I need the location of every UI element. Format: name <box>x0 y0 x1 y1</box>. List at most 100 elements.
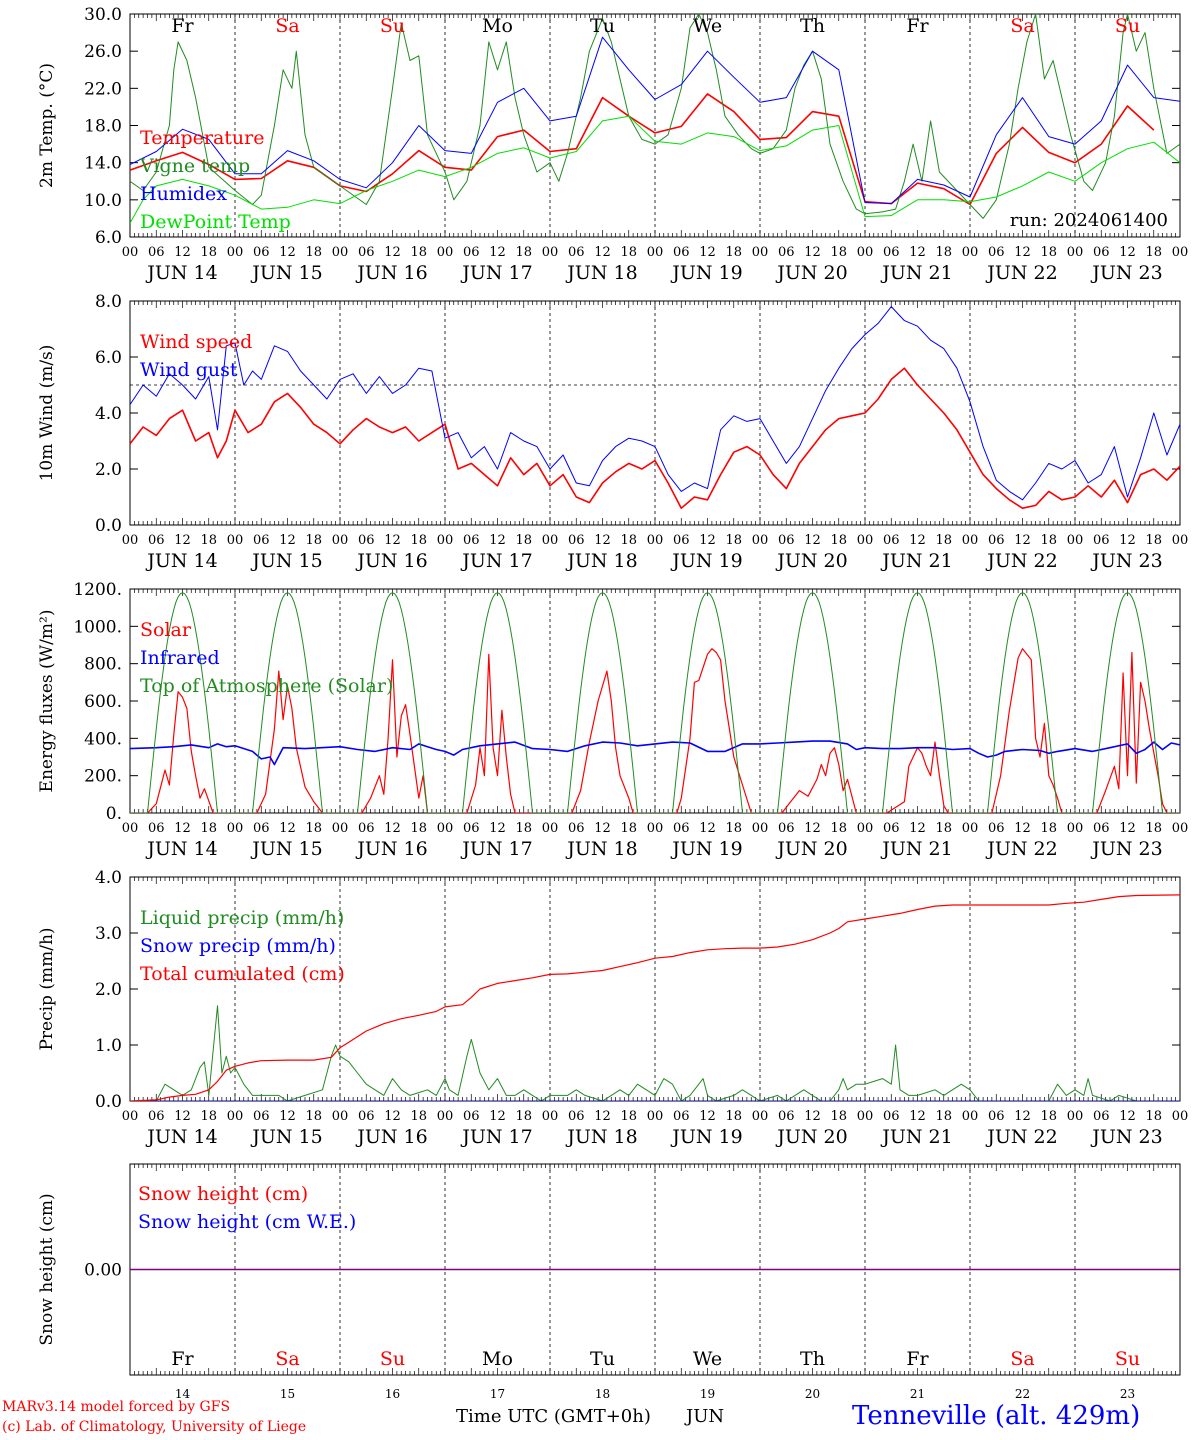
date-label: JUN 19 <box>670 1126 742 1148</box>
date-label: JUN 17 <box>460 1126 532 1148</box>
day-number: 20 <box>805 1387 820 1401</box>
date-label: JUN 15 <box>250 1126 322 1148</box>
day-number: 16 <box>385 1387 400 1401</box>
hour-tick-label: 12 <box>594 245 611 260</box>
y-tick-label: 1000. <box>73 617 122 637</box>
hour-tick-label: 12 <box>804 245 821 260</box>
hour-tick-label: 18 <box>830 533 847 548</box>
hour-tick-label: 18 <box>200 821 217 836</box>
date-label: JUN 14 <box>145 838 217 860</box>
y-axis-label: Energy fluxes (W/m²) <box>37 610 57 793</box>
hour-tick-label: 06 <box>883 1109 900 1124</box>
panel-wind: 0.0 2.0 4.0 6.0 8.0 10m Wind (m/s) Wind speed W… <box>37 292 1188 572</box>
hour-tick-label: 18 <box>620 245 637 260</box>
legend-entry: Wind gust <box>140 359 238 381</box>
date-label: JUN 17 <box>460 262 532 284</box>
date-label: JUN 22 <box>985 262 1057 284</box>
run-label: run: 2024061400 <box>1010 210 1168 231</box>
hour-tick-label: 00 <box>857 821 874 836</box>
hour-tick-label: 06 <box>778 821 795 836</box>
hour-tick-label: 06 <box>1093 1109 1110 1124</box>
y-tick-label: 800. <box>84 655 122 675</box>
hour-tick-label: 18 <box>1145 533 1162 548</box>
hour-tick-label: 06 <box>568 1109 585 1124</box>
legend-entry: Vigne temp <box>139 155 250 177</box>
hour-tick-label: 12 <box>1014 245 1031 260</box>
y-axis-label: Precip (mm/h) <box>37 927 57 1050</box>
hour-tick-label: 06 <box>778 1109 795 1124</box>
hour-tick-label: 00 <box>1067 1109 1084 1124</box>
hour-tick-label: 12 <box>1014 821 1031 836</box>
hour-tick-label: 12 <box>594 1109 611 1124</box>
day-name-bottom: Th <box>800 1348 825 1370</box>
y-tick-label: 22.0 <box>84 79 122 99</box>
hour-tick-label: 12 <box>699 533 716 548</box>
plot-frame <box>129 300 1181 526</box>
day-name-top: We <box>693 15 722 37</box>
y-tick-label: 0.00 <box>84 1261 122 1281</box>
date-label: JUN 15 <box>250 550 322 572</box>
hour-tick-label: 18 <box>305 533 322 548</box>
hour-tick-label: 18 <box>935 533 952 548</box>
y-tick-label: 600. <box>84 692 122 712</box>
day-name-top: Fr <box>171 15 194 37</box>
legend-entry: Wind speed <box>140 331 252 353</box>
hour-tick-label: 00 <box>1172 245 1189 260</box>
hour-tick-label: 06 <box>358 245 375 260</box>
date-label: JUN 22 <box>985 838 1057 860</box>
y-tick-label: 1.0 <box>95 1036 122 1056</box>
hour-tick-label: 18 <box>1145 821 1162 836</box>
hour-tick-label: 00 <box>437 821 454 836</box>
hour-tick-label: 00 <box>437 533 454 548</box>
series-line-top-of-atmosphere-solar- <box>130 592 1180 813</box>
y-tick-label: 0. <box>106 804 122 824</box>
hour-tick-label: 18 <box>1145 1109 1162 1124</box>
legend-entry: Snow precip (mm/h) <box>140 935 336 957</box>
date-label: JUN 14 <box>145 262 217 284</box>
date-label: JUN 17 <box>460 838 532 860</box>
date-label: JUN 20 <box>775 550 847 572</box>
legend-entry: DewPoint Temp <box>140 211 291 233</box>
hour-tick-label: 00 <box>122 821 139 836</box>
hour-tick-label: 00 <box>1067 821 1084 836</box>
hour-tick-label: 06 <box>463 1109 480 1124</box>
hour-tick-label: 12 <box>279 1109 296 1124</box>
hour-tick-label: 06 <box>568 821 585 836</box>
model-credit-line2: (c) Lab. of Climatology, University of L… <box>2 1419 307 1435</box>
hour-tick-label: 00 <box>857 1109 874 1124</box>
hour-tick-label: 00 <box>542 245 559 260</box>
hour-tick-label: 06 <box>148 245 165 260</box>
y-axis-label: Snow height (cm) <box>37 1193 57 1345</box>
hour-tick-label: 18 <box>305 245 322 260</box>
y-tick-label: 0.0 <box>95 516 122 536</box>
hour-tick-label: 06 <box>253 245 270 260</box>
series-group <box>130 894 1180 1101</box>
date-label: JUN 14 <box>145 1126 217 1148</box>
legend-entry: Temperature <box>140 127 264 149</box>
hour-tick-label: 12 <box>594 821 611 836</box>
series-line-humidex <box>130 36 1180 205</box>
hour-tick-label: 12 <box>279 245 296 260</box>
hour-tick-label: 18 <box>620 821 637 836</box>
y-tick-label: 1200. <box>73 580 122 600</box>
hour-tick-label: 00 <box>332 1109 349 1124</box>
date-label: JUN 16 <box>355 838 427 860</box>
day-name-top: Tu <box>590 15 615 37</box>
day-number: 19 <box>700 1387 715 1401</box>
hour-tick-label: 12 <box>1014 1109 1031 1124</box>
hour-tick-label: 12 <box>594 533 611 548</box>
hour-tick-label: 18 <box>620 1109 637 1124</box>
hour-tick-label: 06 <box>463 533 480 548</box>
y-tick-label: 8.0 <box>95 292 122 312</box>
day-number: 21 <box>910 1387 925 1401</box>
day-name-top: Th <box>800 15 825 37</box>
date-label: JUN 23 <box>1090 1126 1162 1148</box>
hour-tick-label: 18 <box>725 821 742 836</box>
hour-tick-label: 12 <box>699 1109 716 1124</box>
date-label: JUN 23 <box>1090 550 1162 572</box>
month-label: JUN <box>686 1406 725 1427</box>
legend-entry: Liquid precip (mm/h) <box>140 907 344 929</box>
hour-tick-label: 00 <box>122 245 139 260</box>
day-name-bottom: Tu <box>590 1348 615 1370</box>
hour-tick-label: 12 <box>1119 245 1136 260</box>
